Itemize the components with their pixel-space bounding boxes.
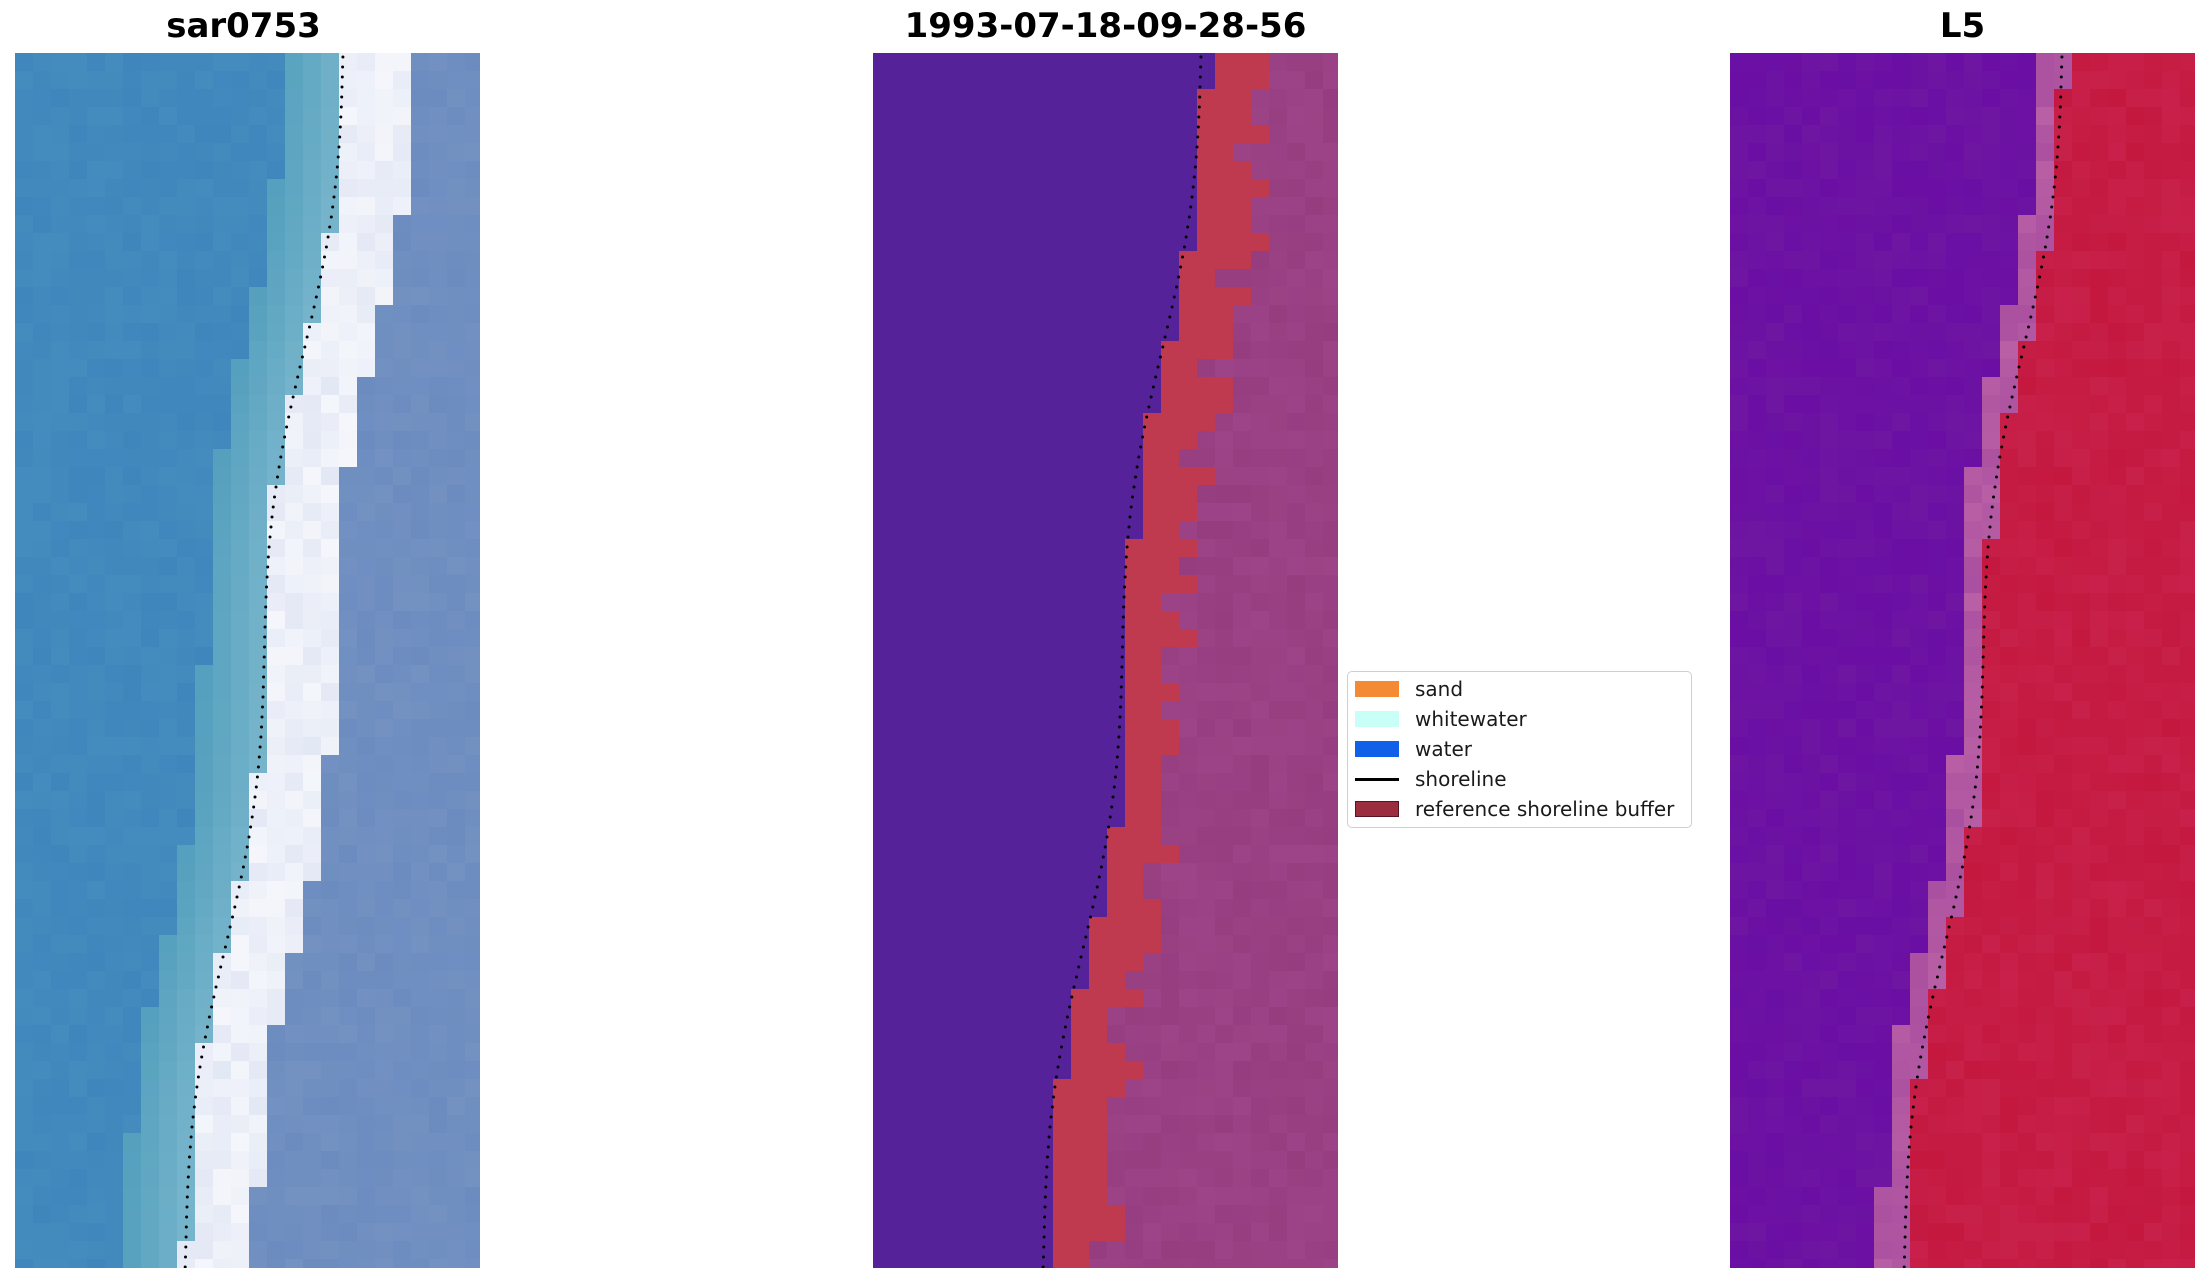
sand-swatch-icon [1355,681,1399,697]
classification-image [873,53,1338,1268]
panel-title-index: L5 [1939,6,1986,46]
classification-image-panel [873,53,1338,1268]
reference-buffer-swatch-icon [1355,801,1399,817]
legend-label-sand: sand [1415,677,1464,701]
shoreline-line-icon [1355,777,1399,781]
legend-item-shoreline: shoreline [1355,766,1507,792]
sar-image-panel [15,53,480,1268]
legend-item-water: water [1355,736,1472,762]
index-image [1730,53,2195,1268]
legend-label-water: water [1415,737,1472,761]
panel-title-sar: sar0753 [166,6,321,46]
panel-title-classification: 1993-07-18-09-28-56 [904,6,1307,46]
legend: sand whitewater water shoreline referenc… [1347,671,1692,828]
legend-label-shoreline: shoreline [1415,767,1507,791]
sar-image [15,53,480,1268]
legend-item-reference-buffer: reference shoreline buffer [1355,796,1674,822]
legend-label-whitewater: whitewater [1415,707,1527,731]
legend-label-reference-buffer: reference shoreline buffer [1415,797,1675,821]
water-swatch-icon [1355,741,1399,757]
legend-item-sand: sand [1355,676,1463,702]
legend-item-whitewater: whitewater [1355,706,1527,732]
index-image-panel [1730,53,2195,1268]
whitewater-swatch-icon [1355,711,1399,727]
